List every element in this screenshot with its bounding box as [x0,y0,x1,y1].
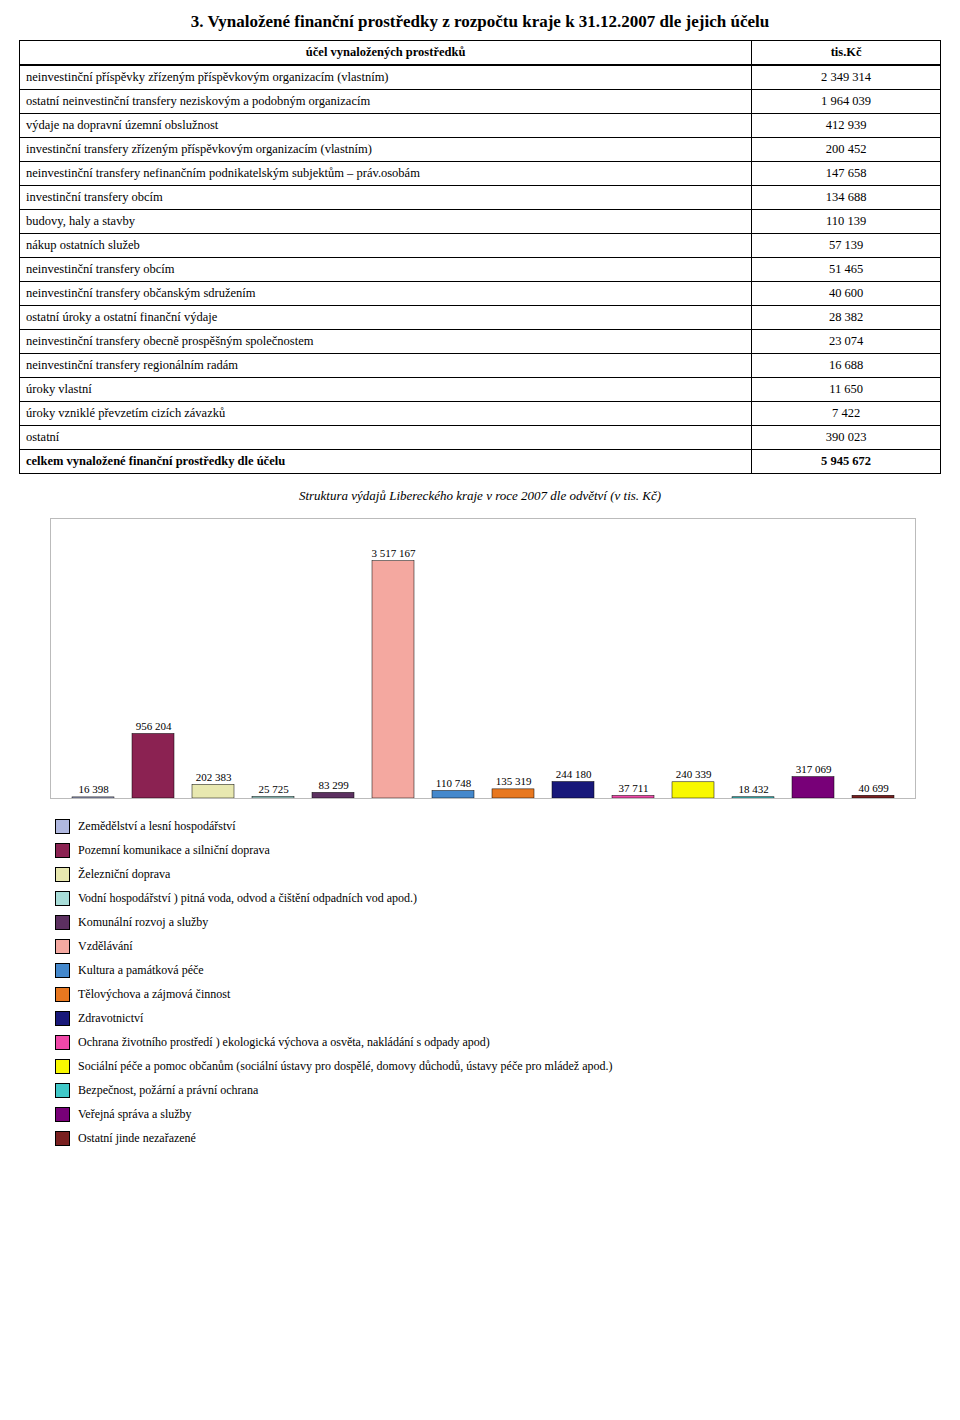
html-text:200 452: 200 452 [825,142,867,156]
html-text:investinční transfery obcím: investinční transfery obcím [26,190,163,204]
html-text:Veřejná správa a služby: Veřejná správa a služby [78,1106,192,1121]
html-text:neinvestinční transfery region: neinvestinční transfery regionálním radá… [26,358,239,372]
html-text:ostatní neinvestinční transfer: ostatní neinvestinční transfery neziskov… [26,94,371,108]
svg-text:37 711: 37 711 [619,782,649,794]
html-text:Železniční doprava: Železniční doprava [78,866,171,881]
html-text:tis.Kč: tis.Kč [830,45,862,59]
html-text:110 139: 110 139 [826,214,867,228]
html-text:3. Vynaložené finanční prostře: 3. Vynaložené finanční prostředky z rozp… [190,12,770,31]
html-text:134 688: 134 688 [825,190,867,204]
html-text:celkem vynaložené finanční pro: celkem vynaložené finanční prostředky dl… [26,454,286,468]
html-text:ostatní: ostatní [26,430,60,444]
html-text:390 023: 390 023 [825,430,867,444]
html-text:Sociální péče a pomoc občanům: Sociální péče a pomoc občanům (sociální … [78,1058,613,1073]
html-text:Pozemní komunikace a silniční: Pozemní komunikace a silniční doprava [78,842,270,857]
html-text:neinvestinční příspěvky zřízen: neinvestinční příspěvky zřízeným příspěv… [26,70,389,84]
html-text:16 688: 16 688 [828,358,864,372]
html-text:investinční transfery zřízeným: investinční transfery zřízeným příspěvko… [26,142,372,156]
html-text:11 650: 11 650 [829,382,864,396]
html-text:úroky vzniklé převzetím cizích: úroky vzniklé převzetím cizích závazků [26,406,226,420]
html-text:7 422: 7 422 [832,406,861,420]
html-text:ostatní úroky a ostatní finanč: ostatní úroky a ostatní finanční výdaje [26,310,218,324]
html-text:neinvestinční transfery nefina: neinvestinční transfery nefinančním podn… [26,166,420,180]
svg-text:110 748: 110 748 [436,777,472,789]
svg-text:317 069: 317 069 [796,763,832,775]
html-text:Vodní hospodářství ) pitná vod: Vodní hospodářství ) pitná voda, odvod a… [78,890,418,905]
html-text:účel vynaložených prostředků: účel vynaložených prostředků [305,45,466,59]
svg-text:135 319: 135 319 [496,775,532,787]
html-text:neinvestinční transfery obcím: neinvestinční transfery obcím [26,262,175,276]
html-text:412 939: 412 939 [825,118,867,132]
svg-text:244 180: 244 180 [556,768,592,780]
svg-text:25 725: 25 725 [258,783,289,795]
html-text:1 964 039: 1 964 039 [821,94,872,108]
html-text:nákup ostatních služeb: nákup ostatních služeb [26,238,140,252]
html-text:Kultura a památková péče: Kultura a památková péče [78,962,204,977]
html-text:Komunální rozvoj a služby: Komunální rozvoj a služby [78,914,209,929]
html-text:28 382: 28 382 [828,310,864,324]
svg-text:18 432: 18 432 [738,783,768,795]
html-text:Ostatní jinde nezařazené: Ostatní jinde nezařazené [78,1130,196,1145]
svg-text:40 699: 40 699 [858,782,889,794]
svg-text:3 517 167: 3 517 167 [372,547,417,559]
svg-text:83 299: 83 299 [318,779,349,791]
html-text:5 945 672: 5 945 672 [821,454,872,468]
svg-text:240 339: 240 339 [676,768,712,780]
html-text:Bezpečnost, požární a právní o: Bezpečnost, požární a právní ochrana [78,1082,259,1097]
svg-text:202 383: 202 383 [196,771,232,783]
html-text:Struktura výdajů Libereckého k: Struktura výdajů Libereckého kraje v roc… [298,488,662,503]
html-text:Tělovýchova a zájmová činnost: Tělovýchova a zájmová činnost [78,986,231,1001]
html-text:Vzdělávání: Vzdělávání [78,938,133,953]
html-text:Zemědělství a lesní hospodářst: Zemědělství a lesní hospodářství [78,818,236,833]
svg-text:956 204: 956 204 [136,720,172,732]
html-text:neinvestinční transfery občans: neinvestinční transfery občanským sdruže… [26,286,256,300]
html-text:40 600: 40 600 [828,286,864,300]
html-text:budovy, haly a stavby: budovy, haly a stavby [26,214,135,228]
html-text:Ochrana životního prostředí ): Ochrana životního prostředí ) ekologická… [78,1034,490,1049]
html-text:neinvestinční transfery obecně: neinvestinční transfery obecně prospěšný… [26,334,314,348]
html-text:výdaje na dopravní územní obsl: výdaje na dopravní územní obslužnost [26,118,219,132]
svg-text:16 398: 16 398 [78,783,109,795]
html-text:2 349 314: 2 349 314 [821,70,872,84]
html-text:Zdravotnictví: Zdravotnictví [78,1010,144,1025]
html-text:57 139: 57 139 [828,238,864,252]
html-text:147 658: 147 658 [825,166,867,180]
html-text:úroky vlastní: úroky vlastní [26,382,92,396]
html-text:23 074: 23 074 [828,334,864,348]
html-text:51 465: 51 465 [828,262,864,276]
